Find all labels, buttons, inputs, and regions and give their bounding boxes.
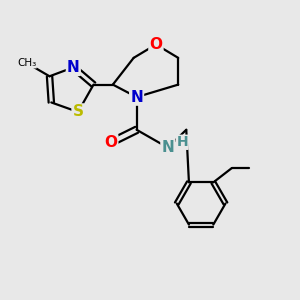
Text: O: O — [104, 135, 117, 150]
Text: S: S — [73, 104, 84, 119]
Text: N: N — [67, 60, 80, 75]
Text: H: H — [176, 135, 188, 149]
Text: N: N — [161, 140, 174, 155]
Text: CH₃: CH₃ — [17, 58, 36, 68]
Text: N: N — [130, 90, 143, 105]
Text: O: O — [149, 37, 162, 52]
